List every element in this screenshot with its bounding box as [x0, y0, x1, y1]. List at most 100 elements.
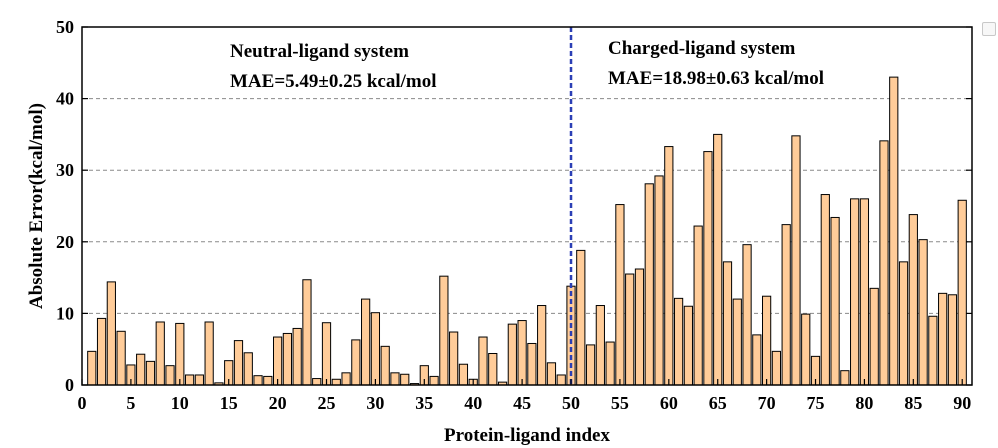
x-tick-label-70: 70: [758, 393, 776, 413]
bar-59: [654, 175, 664, 386]
bar-41: [478, 336, 488, 386]
x-tick-label-25: 25: [318, 393, 336, 413]
bar-37: [439, 275, 449, 386]
bar-53: [595, 305, 605, 386]
bar-32: [390, 372, 400, 386]
bar-57: [634, 268, 645, 386]
bar-74: [801, 313, 811, 386]
bar-18: [253, 375, 263, 386]
bar-12: [194, 374, 204, 386]
bar-29: [361, 298, 371, 386]
bar-26: [331, 378, 341, 386]
bar-56: [625, 273, 635, 386]
bar-4: [116, 330, 126, 386]
neutral-annotation-title: Neutral-ligand system: [230, 41, 409, 62]
bar-60: [664, 146, 674, 386]
x-tick-label-0: 0: [78, 393, 87, 413]
bar-38: [449, 331, 459, 386]
bar-81: [869, 287, 879, 386]
x-axis-ticks: 0 5 10 15 20 25 30 35 40 45 50 55 60 65 70 75 80 85 90: [78, 379, 971, 413]
bar-86: [918, 239, 928, 386]
gridlines: [82, 98, 972, 314]
bar-48: [546, 362, 557, 386]
y-tick-label-20: 20: [56, 232, 74, 252]
bar-49: [556, 374, 566, 386]
bar-31: [380, 345, 390, 386]
bar-11: [184, 374, 195, 386]
x-axis-title: Protein-ligand index: [444, 425, 610, 446]
charged-annotation-title: Charged-ligand system: [608, 38, 796, 59]
bar-23: [302, 279, 312, 386]
bar-54: [605, 341, 615, 386]
corner-widget: [982, 22, 996, 36]
bar-52: [585, 344, 596, 386]
bar-58: [644, 183, 654, 386]
x-tick-label-80: 80: [855, 393, 873, 413]
bar-79: [850, 198, 860, 386]
x-tick-label-10: 10: [171, 393, 189, 413]
y-tick-label-0: 0: [65, 375, 74, 395]
bar-85: [908, 214, 918, 386]
bar-88: [938, 292, 948, 386]
x-tick-label-15: 15: [220, 393, 238, 413]
y-tick-label-10: 10: [56, 303, 74, 323]
bars: [87, 76, 967, 386]
bar-30: [370, 312, 381, 386]
neutral-annotation-mae: MAE=5.49±0.25 kcal/mol: [230, 71, 437, 92]
bar-70: [762, 295, 772, 386]
x-tick-label-55: 55: [611, 393, 629, 413]
bar-9: [165, 365, 175, 386]
bar-16: [233, 340, 244, 386]
y-axis-title: Absolute Error(kcal/mol): [26, 103, 47, 309]
bar-27: [341, 372, 351, 386]
bar-68: [742, 244, 752, 386]
y-axis-ticks: 0 10 20 30 40 50: [56, 17, 972, 395]
x-tick-label-35: 35: [415, 393, 433, 413]
x-tick-label-60: 60: [660, 393, 678, 413]
bar-10: [175, 322, 185, 386]
bar-24: [312, 378, 322, 386]
bar-25: [321, 322, 332, 386]
bar-69: [752, 334, 762, 386]
bar-65: [713, 133, 723, 386]
bar-90: [957, 199, 967, 386]
x-tick-label-30: 30: [366, 393, 384, 413]
x-tick-label-75: 75: [807, 393, 825, 413]
bar-84: [898, 261, 909, 386]
bar-62: [683, 305, 693, 386]
x-tick-label-85: 85: [904, 393, 922, 413]
bar-87: [928, 315, 938, 386]
x-tick-label-20: 20: [269, 393, 287, 413]
x-tick-label-90: 90: [953, 393, 971, 413]
bar-20: [272, 336, 283, 386]
bar-17: [243, 352, 253, 386]
bar-61: [673, 297, 684, 386]
bar-19: [263, 375, 273, 386]
bar-21: [282, 332, 292, 386]
bar-36: [429, 375, 439, 386]
bar-63: [693, 225, 703, 386]
bar-76: [820, 194, 830, 386]
x-tick-label-40: 40: [464, 393, 482, 413]
bar-3: [106, 281, 116, 386]
bar-22: [292, 327, 302, 386]
bar-45: [517, 320, 527, 386]
bar-72: [781, 224, 791, 386]
bar-47: [537, 305, 547, 386]
y-tick-label-30: 30: [56, 160, 74, 180]
bar-83: [889, 76, 899, 386]
bar-46: [527, 342, 537, 386]
y-tick-label-40: 40: [56, 89, 74, 109]
bar-44: [507, 323, 517, 386]
x-tick-label-50: 50: [562, 393, 580, 413]
bar-82: [879, 140, 889, 386]
x-tick-label-65: 65: [709, 393, 727, 413]
charged-annotation-mae: MAE=18.98±0.63 kcal/mol: [608, 68, 824, 89]
bar-39: [458, 363, 469, 386]
bar-77: [830, 216, 840, 386]
x-tick-label-5: 5: [126, 393, 135, 413]
bar-78: [840, 370, 850, 386]
bar-8: [155, 321, 165, 386]
bar-67: [732, 298, 742, 386]
